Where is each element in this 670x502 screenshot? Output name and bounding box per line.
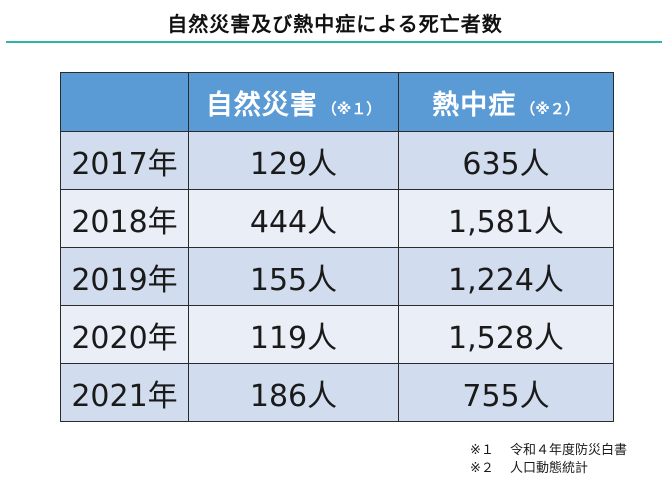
table-row: 2021年 186人 755人 [60,363,614,422]
disaster-deaths-cell: 119人 [188,305,399,364]
disaster-deaths-cell: 186人 [188,363,399,422]
table-row: 2020年 119人 1,528人 [60,305,614,364]
heatstroke-deaths-cell: 635人 [398,131,614,190]
page-title: 自然災害及び熱中症による死亡者数 [167,12,503,36]
source-note-2: ※２ 人口動態統計 [470,460,627,478]
deaths-table: 自然災害 （※１） 熱中症 （※２） 2017年 129人 635人 2018年 4… [60,72,614,422]
table-row: 2019年 155人 1,224人 [60,247,614,306]
header-heatstroke-note: （※２） [520,99,580,118]
header-disaster-note: （※１） [321,99,382,118]
header-disaster: 自然災害 （※１） [188,72,399,132]
table-row: 2018年 444人 1,581人 [60,189,614,248]
header-heatstroke: 熱中症 （※２） [398,72,614,132]
note-mark: ※２ [470,461,494,476]
title-underline [6,41,662,43]
source-notes: ※１ 令和４年度防災白書 ※２ 人口動態統計 [470,442,627,478]
disaster-deaths-cell: 129人 [188,131,399,190]
header-disaster-label: 自然災害 [205,89,318,121]
note-text: 人口動態統計 [510,461,589,476]
heatstroke-deaths-cell: 1,224人 [398,247,614,306]
heatstroke-deaths-cell: 1,581人 [398,189,614,248]
heatstroke-deaths-cell: 1,528人 [398,305,614,364]
year-cell: 2018年 [60,189,189,248]
source-note-1: ※１ 令和４年度防災白書 [470,442,627,460]
disaster-deaths-cell: 444人 [188,189,399,248]
year-cell: 2017年 [60,131,189,190]
year-cell: 2020年 [60,305,189,364]
disaster-deaths-cell: 155人 [188,247,399,306]
header-corner-cell [60,72,189,132]
note-text: 令和４年度防災白書 [510,443,628,458]
table-header-row: 自然災害 （※１） 熱中症 （※２） [60,72,614,132]
year-cell: 2021年 [60,363,189,422]
header-heatstroke-label: 熱中症 [432,89,517,121]
note-mark: ※１ [470,443,494,458]
heatstroke-deaths-cell: 755人 [398,363,614,422]
year-cell: 2019年 [60,247,189,306]
table-row: 2017年 129人 635人 [60,131,614,190]
